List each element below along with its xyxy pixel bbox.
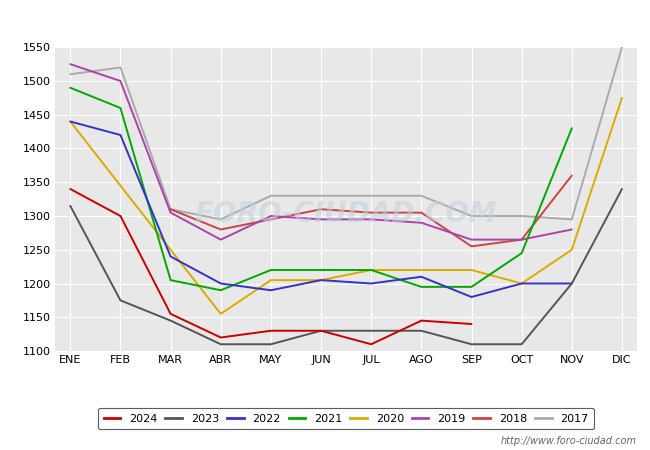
Text: Afiliados en Castellar a 30/9/2024: Afiliados en Castellar a 30/9/2024 [185,12,465,31]
Text: http://www.foro-ciudad.com: http://www.foro-ciudad.com [501,436,637,446]
Legend: 2024, 2023, 2022, 2021, 2020, 2019, 2018, 2017: 2024, 2023, 2022, 2021, 2020, 2019, 2018… [98,408,594,429]
Text: FORO-CIUDAD.COM: FORO-CIUDAD.COM [195,200,497,228]
